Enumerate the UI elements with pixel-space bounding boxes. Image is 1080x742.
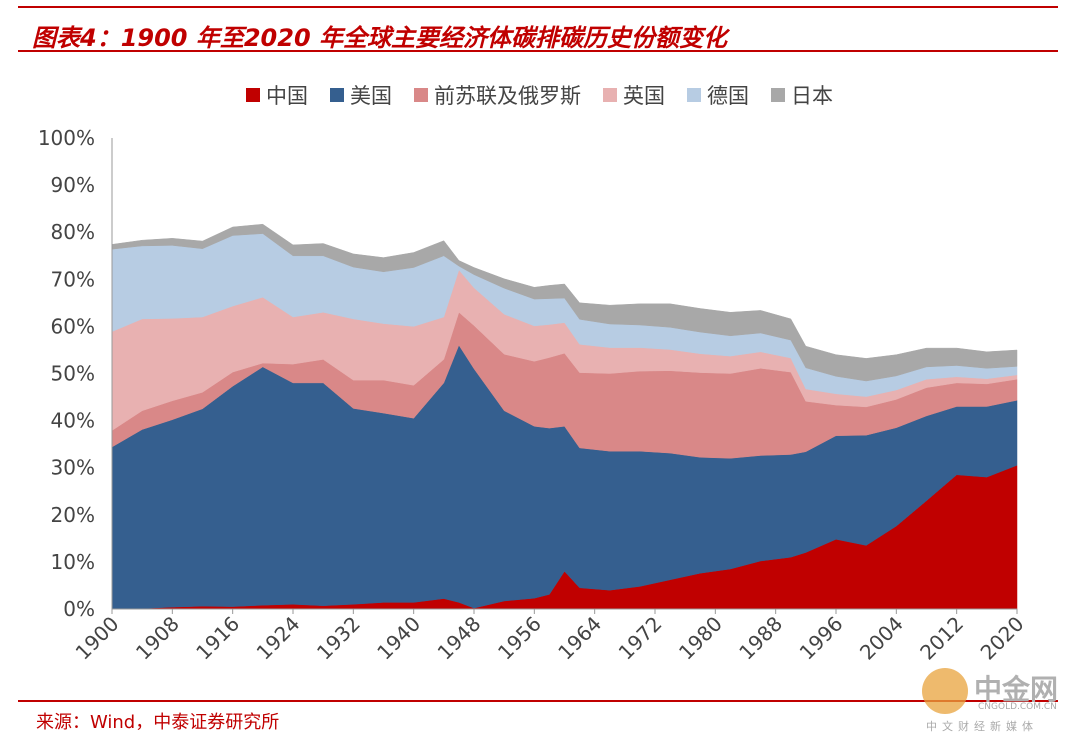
legend-swatch [771,88,785,102]
y-tick-label: 80% [51,220,95,244]
area-series-5 [111,223,1018,382]
y-tick-label: 60% [51,314,95,338]
x-tick-label: 2020 [976,612,1029,665]
figure-title: 图表4：1900 年至2020 年全球主要经济体碳排碳历史份额变化 [32,24,728,52]
legend-swatch [603,88,617,102]
y-tick-label: 50% [51,362,95,386]
chart-legend: 中国 美国 前苏联及俄罗斯 英国 德国 日本 [246,80,833,110]
y-tick-label: 20% [51,503,95,527]
title-top-rule [18,6,1058,8]
legend-item-1: 美国 [330,80,392,110]
x-tick-label: 1988 [734,612,787,665]
legend-item-5: 日本 [771,80,833,110]
y-tick-label: 90% [51,173,95,197]
y-tick-label: 0% [63,597,95,621]
watermark: 中金网 CNGOLD.COM.CN 中文财经新媒体 [922,664,1072,734]
watermark-subtitle: 中文财经新媒体 [926,720,1038,733]
x-tick-label: 1916 [191,612,244,665]
x-tick-label: 1996 [795,612,848,665]
legend-label: 英国 [623,84,665,108]
x-tick-label: 1948 [433,612,486,665]
legend-label: 中国 [266,84,308,108]
x-tick-label: 1932 [312,612,365,665]
y-tick-label: 10% [51,550,95,574]
legend-item-4: 德国 [687,80,749,110]
watermark-name: 中金网 [974,673,1059,706]
legend-item-2: 前苏联及俄罗斯 [414,80,581,110]
x-tick-label: 1940 [372,612,425,665]
legend-label: 前苏联及俄罗斯 [434,84,581,108]
x-tick-label: 2004 [855,612,908,665]
source-note: 来源：Wind，中泰证券研究所 [36,712,280,733]
legend-swatch [330,88,344,102]
x-tick-label: 1924 [252,612,305,665]
legend-item-3: 英国 [603,80,665,110]
x-tick-label: 2012 [915,612,968,665]
y-tick-label: 30% [51,456,95,480]
x-tick-label: 1964 [553,612,606,665]
y-tick-label: 40% [51,409,95,433]
legend-item-0: 中国 [246,80,308,110]
footer-rule [18,700,1058,702]
legend-swatch [246,88,260,102]
legend-label: 美国 [350,84,392,108]
x-tick-label: 1908 [131,612,184,665]
x-tick-label: 1956 [493,612,546,665]
watermark-logo-icon [922,668,968,714]
legend-swatch [687,88,701,102]
title-bar: 图表4：1900 年至2020 年全球主要经济体碳排碳历史份额变化 [18,6,1058,52]
legend-label: 日本 [791,84,833,108]
watermark-url: CNGOLD.COM.CN [978,702,1057,712]
stacked-area-chart: 0%10%20%30%40%50%60%70%80%90%100%1900 190… [38,126,1029,665]
y-tick-label: 100% [38,126,95,150]
y-tick-label: 70% [51,267,95,291]
legend-label: 德国 [707,84,749,108]
x-tick-label: 1972 [614,612,667,665]
x-tick-label: 1980 [674,612,727,665]
legend-swatch [414,88,428,102]
